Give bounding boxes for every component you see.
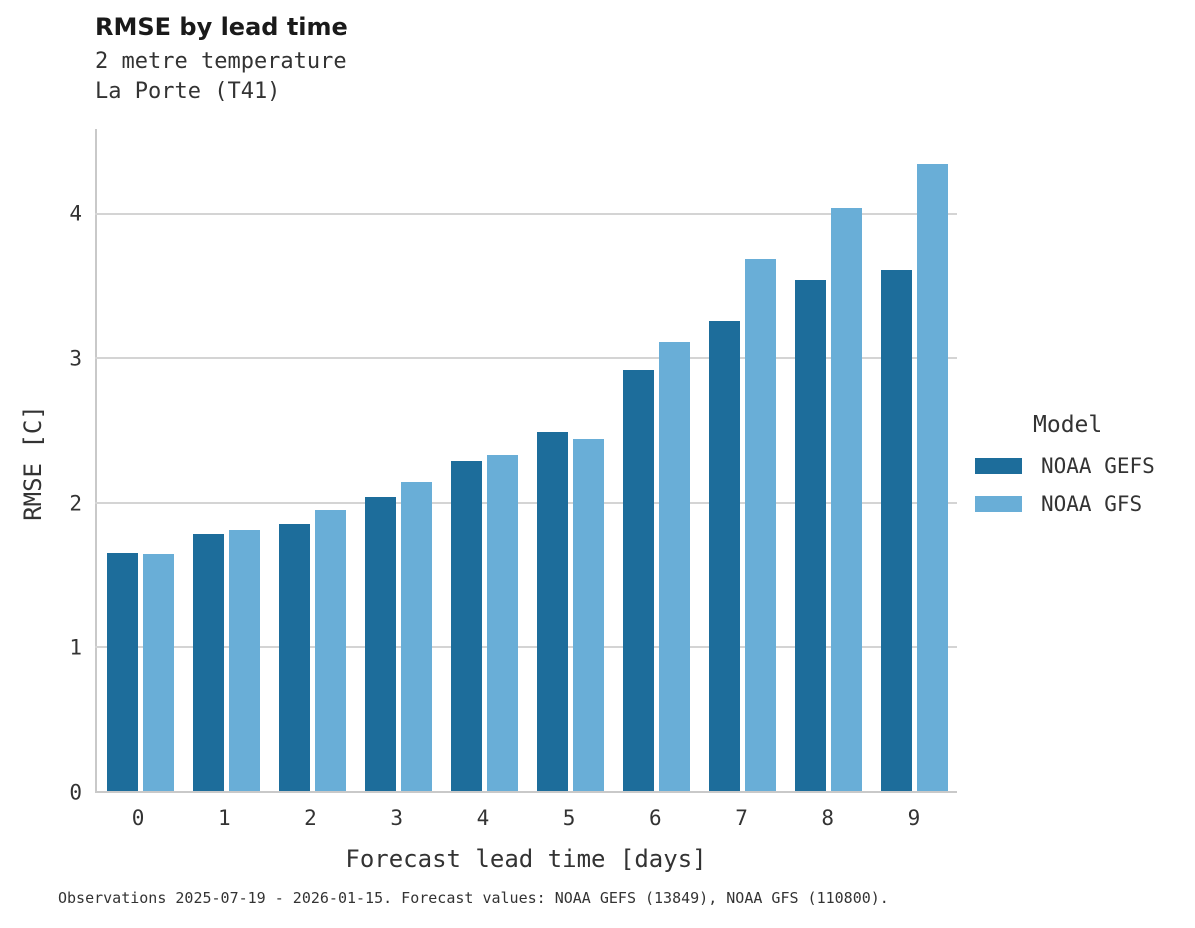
caption: Observations 2025-07-19 - 2026-01-15. Fo… [58, 889, 889, 907]
y-tick-label-0: 0 [69, 780, 82, 805]
chart-title: RMSE by lead time [95, 13, 348, 41]
legend-row-noaa-gfs: NOAA GFS [975, 492, 1155, 516]
x-tick-label-2: 2 [304, 806, 317, 830]
chart-subtitle: 2 metre temperature La Porte (T41) [95, 47, 348, 107]
legend-label-noaa-gfs: NOAA GFS [1041, 492, 1143, 516]
legend-row-noaa-gefs: NOAA GEFS [975, 454, 1155, 478]
y-tick-label-2: 2 [69, 491, 82, 516]
bar-group-day-4 [441, 129, 527, 791]
bar-noaa-gefs-day-7 [708, 320, 740, 791]
legend: Model NOAA GEFS NOAA GFS [975, 412, 1155, 516]
bar-group-day-0 [97, 129, 183, 791]
bar-group-day-6 [613, 129, 699, 791]
chart-subtitle-line-2: La Porte (T41) [95, 78, 281, 104]
y-tick-label-1: 1 [69, 635, 82, 660]
gridline-y-2 [95, 501, 957, 504]
bar-noaa-gefs-day-8 [794, 280, 826, 791]
bar-noaa-gefs-day-1 [192, 534, 224, 791]
bar-group-day-3 [355, 129, 441, 791]
bar-noaa-gefs-day-6 [622, 369, 654, 791]
bar-noaa-gefs-day-4 [450, 460, 482, 791]
bar-noaa-gfs-day-9 [916, 163, 948, 791]
x-axis-ticks: 0 1 2 3 4 5 6 7 8 9 [95, 806, 957, 830]
y-tick-label-3: 3 [69, 346, 82, 371]
bar-noaa-gefs-day-9 [880, 270, 912, 791]
plot-area [95, 129, 957, 793]
x-tick-label-9: 9 [907, 806, 921, 830]
chart-header: RMSE by lead time 2 metre temperature La… [95, 13, 348, 107]
bar-noaa-gfs-day-2 [314, 509, 346, 791]
bar-noaa-gefs-day-0 [106, 553, 138, 791]
bar-noaa-gfs-day-7 [744, 258, 776, 791]
legend-title: Model [1033, 412, 1103, 438]
bar-noaa-gfs-day-8 [830, 208, 862, 791]
gridline-y-4 [95, 213, 957, 216]
x-tick-label-6: 6 [648, 806, 662, 830]
gridline-y-1 [95, 645, 957, 648]
bar-noaa-gfs-day-6 [658, 342, 690, 791]
bar-group-day-2 [269, 129, 355, 791]
bar-noaa-gfs-day-0 [142, 554, 174, 791]
x-tick-label-8: 8 [821, 806, 835, 830]
legend-swatch-noaa-gfs [975, 496, 1022, 512]
legend-label-noaa-gefs: NOAA GEFS [1041, 454, 1155, 478]
bar-noaa-gefs-day-5 [536, 431, 568, 791]
y-axis-ticks: 0 1 2 3 4 [40, 129, 82, 803]
gridline-y-3 [95, 357, 957, 360]
bar-group-day-8 [785, 129, 871, 791]
y-tick-label-4: 4 [69, 201, 82, 226]
bar-group-day-5 [527, 129, 613, 791]
x-axis-label: Forecast lead time [days] [345, 845, 707, 873]
bar-noaa-gfs-day-1 [228, 529, 260, 791]
legend-swatch-noaa-gefs [975, 458, 1022, 474]
bar-noaa-gfs-day-5 [572, 439, 604, 791]
bar-noaa-gefs-day-3 [364, 496, 396, 791]
bar-group-day-9 [871, 129, 957, 791]
bar-group-day-1 [183, 129, 269, 791]
x-tick-label-1: 1 [217, 806, 231, 830]
bar-noaa-gfs-day-4 [486, 454, 518, 791]
chart-subtitle-line-1: 2 metre temperature [95, 48, 347, 74]
bar-noaa-gefs-day-2 [278, 524, 310, 791]
legend-rows: NOAA GEFS NOAA GFS [975, 454, 1155, 516]
bar-noaa-gfs-day-3 [400, 482, 432, 791]
x-tick-label-5: 5 [562, 806, 576, 830]
bar-groups [97, 129, 957, 791]
x-tick-label-7: 7 [735, 806, 748, 830]
bar-group-day-7 [699, 129, 785, 791]
x-tick-label-0: 0 [131, 806, 145, 830]
x-tick-label-3: 3 [390, 806, 404, 830]
x-tick-label-4: 4 [476, 806, 490, 830]
